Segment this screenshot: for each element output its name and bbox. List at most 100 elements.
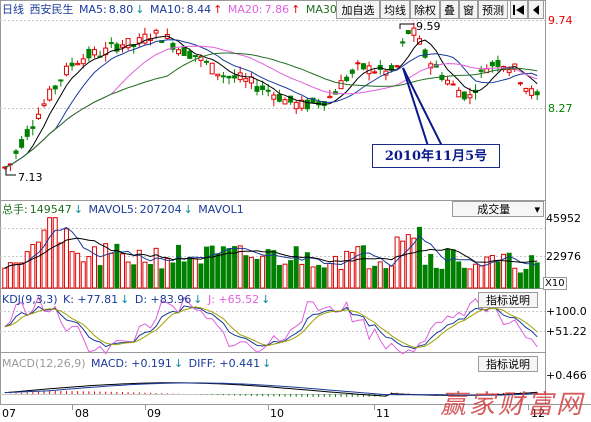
- candle-body: [411, 27, 417, 36]
- candle-body: [243, 78, 249, 82]
- x-tick-09: 09: [147, 407, 161, 420]
- x-tick-12: 12: [531, 407, 545, 420]
- volume-bar: [310, 266, 316, 289]
- scroll-left-icon-glyph: [533, 5, 539, 15]
- price-axis-bottom: 8.27: [548, 102, 573, 115]
- volume-bar: [489, 255, 495, 289]
- ma30-line: [4, 52, 538, 168]
- volume-bar: [517, 272, 523, 289]
- volume-indicator-label: 成交量: [477, 203, 511, 216]
- volume-bar: [394, 236, 400, 289]
- arrow-down-icon: ↓: [193, 293, 203, 306]
- main-header: 日线 西安民生 MA5: 8.80 ↓ MA10: 8.44 ↑ MA20: 7.86 ↑ …: [2, 3, 339, 17]
- first-page-icon[interactable]: [510, 0, 528, 19]
- ma5-line: [4, 35, 538, 168]
- volume-header: 总手: 149547 ↓ MAVOL5: 207204 ↓ MAVOL1: [2, 203, 246, 217]
- volume-bar: [332, 255, 338, 289]
- window-button[interactable]: 窗: [459, 0, 478, 19]
- ma10-label: MA10:: [149, 3, 185, 16]
- candle-body: [58, 79, 64, 82]
- candle-body: [360, 63, 366, 70]
- scroll-left-icon[interactable]: [528, 0, 544, 19]
- candle-body: [523, 87, 529, 92]
- add-watchlist-button[interactable]: 加自选: [336, 0, 380, 19]
- candle-body: [41, 103, 47, 107]
- candle-body: [372, 71, 378, 74]
- arrow-down-icon: ↓: [135, 3, 145, 16]
- ma-button[interactable]: 均线: [380, 0, 410, 19]
- macd-axis-top: +0.466: [546, 369, 587, 382]
- candle-body: [405, 30, 411, 35]
- x-tick-08: 08: [75, 407, 89, 420]
- volume-bar: [321, 267, 327, 289]
- volume-bar: [461, 267, 467, 289]
- volume-bar: [215, 253, 221, 289]
- volume-bar: [405, 234, 411, 289]
- kdj-d: D: +83.96: [134, 293, 192, 306]
- ma5-label: MA5:: [79, 3, 107, 16]
- volume-bar: [299, 263, 305, 289]
- candle-body: [265, 89, 271, 92]
- volume-bar: [254, 258, 260, 289]
- volume-bar: [63, 228, 69, 289]
- candle-body: [2, 166, 8, 169]
- candle-body: [187, 50, 193, 59]
- high-price-label: 9.59: [416, 20, 441, 33]
- volume-bar: [35, 241, 41, 289]
- volume-bar: [445, 248, 451, 289]
- candle-body: [282, 99, 288, 105]
- candle-body: [260, 85, 266, 90]
- candle-body: [456, 89, 462, 98]
- ex-rights-button[interactable]: 除权: [410, 0, 440, 19]
- x-tick-10: 10: [270, 407, 284, 420]
- volume-bar: [512, 267, 518, 289]
- volume-bar: [80, 261, 86, 289]
- candle-body: [47, 88, 53, 101]
- first-page-icon-glyph: [513, 5, 524, 15]
- ma20-label: MA20:: [227, 3, 263, 16]
- chevron-down-icon: ▾: [534, 203, 540, 216]
- arrow-down-icon: ↓: [261, 293, 271, 306]
- volume-bar: [478, 265, 484, 289]
- volume-bar: [209, 245, 215, 289]
- volume-bar: [86, 256, 92, 289]
- ma5-value: 8.80: [108, 3, 134, 16]
- volume-bar: [114, 243, 120, 289]
- volume-bar: [52, 217, 58, 289]
- macd-help-button[interactable]: 指标说明: [478, 356, 538, 372]
- candle-body: [467, 94, 473, 99]
- candle-body: [299, 99, 305, 109]
- candle-body: [445, 79, 451, 85]
- candle-body: [232, 75, 238, 79]
- volume-bar: [131, 264, 137, 289]
- overlay-button[interactable]: 叠: [440, 0, 459, 19]
- watermark: 赢家财富网: [440, 390, 586, 420]
- volume-bar: [439, 268, 445, 289]
- forecast-button[interactable]: 预测: [478, 0, 508, 19]
- volume-bar: [327, 262, 333, 289]
- kdj-help-button[interactable]: 指标说明: [478, 292, 538, 308]
- candle-body: [220, 75, 226, 78]
- volume-bar: [58, 242, 64, 289]
- candle-body: [19, 139, 25, 148]
- callout-arrow: [402, 67, 443, 147]
- candle-body: [321, 101, 327, 107]
- candle-body: [394, 65, 400, 68]
- arrow-down-icon: ↓: [262, 357, 272, 370]
- kdj-j: J: +65.52: [207, 293, 260, 306]
- candle-body: [86, 48, 92, 59]
- price-axis-top: 9.74: [548, 14, 573, 27]
- candle-body: [534, 91, 540, 96]
- volume-indicator-button[interactable]: 成交量 ▾: [452, 201, 544, 217]
- volume-bar: [501, 253, 507, 289]
- candle-body: [450, 83, 456, 86]
- volume-bar: [30, 244, 36, 289]
- volume-bar: [467, 268, 473, 289]
- volume-bar: [243, 255, 249, 289]
- volume-bar: [428, 253, 434, 289]
- candle-body: [276, 94, 282, 102]
- volume-bar: [24, 251, 30, 289]
- candle-body: [215, 73, 221, 77]
- volume-bar: [282, 263, 288, 289]
